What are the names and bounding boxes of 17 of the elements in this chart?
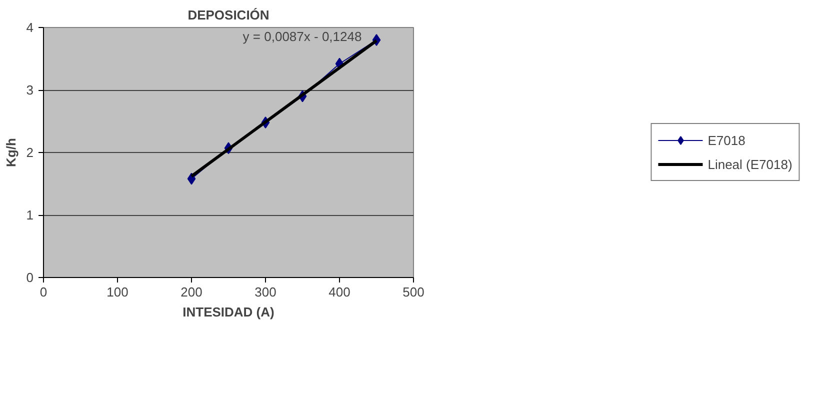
y-tick-label: 2 — [26, 145, 34, 160]
x-tick-label: 400 — [328, 284, 350, 300]
x-axis-title: INTESIDAD (A) — [182, 304, 274, 320]
y-axis-title: Kg/h — [3, 138, 18, 167]
x-tick-label: 500 — [402, 284, 424, 300]
x-tick-label: 100 — [106, 284, 128, 300]
x-tick-label: 200 — [180, 284, 202, 300]
legend-label: E7018 — [708, 132, 746, 148]
y-tick-label: 3 — [26, 82, 34, 98]
y-tick-label: 0 — [26, 270, 34, 285]
chart-title: DEPOSICIÓN — [188, 8, 270, 22]
x-tick-label: 300 — [254, 284, 276, 300]
x-tick-label: 0 — [40, 284, 48, 300]
annotation: y = 0,0087x - 0,1248 — [242, 28, 362, 44]
y-tick-label: 4 — [26, 20, 34, 35]
legend-label: Lineal (E7018) — [708, 156, 792, 172]
y-tick-label: 1 — [26, 208, 34, 222]
